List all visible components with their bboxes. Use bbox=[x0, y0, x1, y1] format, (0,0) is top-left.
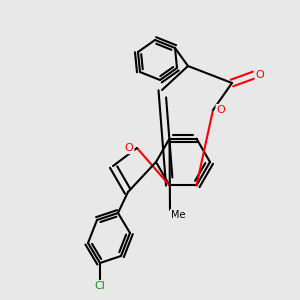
Text: Me: Me bbox=[171, 210, 185, 220]
Text: Cl: Cl bbox=[94, 281, 105, 291]
Text: O: O bbox=[217, 105, 225, 115]
Text: O: O bbox=[256, 70, 264, 80]
Text: O: O bbox=[124, 143, 134, 153]
